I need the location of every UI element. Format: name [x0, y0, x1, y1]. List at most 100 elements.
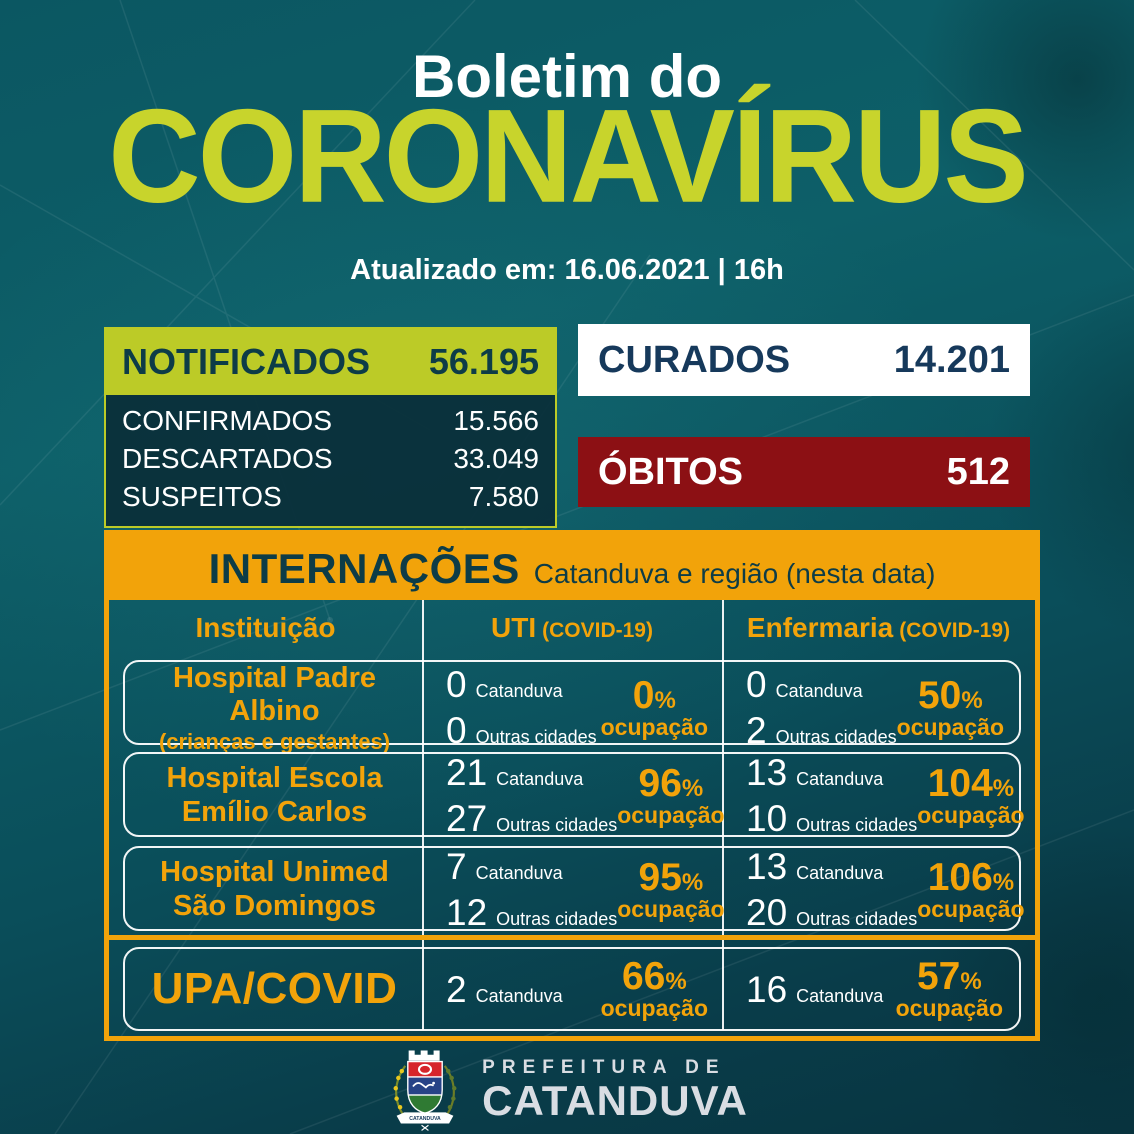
- institution-cell: Hospital Padre Albino (crianças e gestan…: [125, 662, 424, 754]
- updated-timestamp: Atualizado em: 16.06.2021 | 16h: [350, 254, 784, 286]
- table-row-hospital-escola-emilio-carlos: Hospital Escola Emílio Carlos 21 Catanduv…: [123, 752, 1025, 839]
- percent-sign: %: [681, 868, 704, 896]
- occupancy-value: 0: [632, 674, 655, 718]
- institution-name: UPA/COVID: [151, 963, 398, 1013]
- uti-catanduva-count: 7: [446, 846, 467, 887]
- internacoes-table: INTERNAÇÕES Catanduva e região (nesta da…: [104, 530, 1040, 1041]
- institution-cell: Hospital Escola Emílio Carlos: [125, 754, 424, 837]
- uti-cell: 0 Catanduva 0 Outras cidades 0% ocupação: [424, 662, 724, 754]
- occupancy-value: 50: [917, 674, 962, 718]
- footer-org-line1: PREFEITURA DE: [482, 1056, 726, 1078]
- column-header-sublabel: (COVID-19): [899, 619, 1011, 642]
- uti-outras-count: 12: [446, 892, 488, 933]
- catanduva-label: Catanduva: [796, 769, 884, 789]
- occupancy-label: ocupação: [917, 801, 1025, 828]
- institution-cell: Hospital Unimed São Domingos: [125, 848, 424, 931]
- catanduva-label: Catanduva: [796, 985, 884, 1006]
- uti-occupancy: 66% ocupação: [601, 957, 708, 1020]
- enfermaria-cell: 13 Catanduva 20 Outras cidades 106% ocupaç…: [724, 848, 1041, 931]
- occupancy-value: 104: [927, 761, 993, 805]
- enf-catanduva-count: 13: [746, 846, 788, 887]
- notificados-value: 56.195: [428, 341, 539, 382]
- institution-subname: (crianças e gestantes): [158, 728, 391, 754]
- percent-sign: %: [992, 774, 1015, 802]
- occupancy-value: 106: [927, 855, 993, 899]
- outras-label: Outras cidades: [496, 909, 618, 929]
- enf-occupancy: 57% ocupação: [896, 957, 1003, 1020]
- column-divider: [722, 600, 724, 1030]
- uti-occupancy: 95% ocupação: [617, 858, 724, 921]
- percent-sign: %: [992, 868, 1015, 896]
- enfermaria-cell: 0 Catanduva 2 Outras cidades 50% ocupação: [724, 662, 1020, 754]
- column-divider: [422, 600, 424, 1030]
- uti-outras-count: 0: [446, 710, 467, 752]
- suspeitos-label: SUSPEITOS: [122, 481, 282, 512]
- enf-occupancy: 106% ocupação: [917, 858, 1024, 921]
- catanduva-coat-of-arms-icon: CATANDUVA: [393, 1050, 457, 1131]
- column-header-label: Instituição: [195, 612, 336, 643]
- catanduva-label: Catanduva: [475, 985, 563, 1006]
- suspeitos-value: 7.580: [468, 481, 539, 512]
- footer-org-name: PREFEITURA DE CATANDUVA: [482, 1057, 748, 1123]
- enf-outras-count: 2: [746, 710, 767, 752]
- table-column-headers: Instituição UTI (COVID-19) Enfermaria (COV…: [109, 600, 1035, 656]
- catanduva-label: Catanduva: [475, 681, 563, 702]
- occupancy-label: ocupação: [917, 895, 1025, 922]
- obitos-value: 512: [946, 450, 1010, 493]
- percent-sign: %: [681, 774, 704, 802]
- enf-catanduva-count: 16: [746, 968, 788, 1010]
- descartados-value: 33.049: [453, 443, 539, 474]
- obitos-box: ÓBITOS 512: [578, 437, 1030, 507]
- occupancy-label: ocupação: [896, 714, 1005, 741]
- crest-banner-text: CATANDUVA: [409, 1116, 441, 1122]
- uti-catanduva-count: 0: [446, 664, 467, 706]
- outras-label: Outras cidades: [775, 727, 897, 748]
- catanduva-label: Catanduva: [775, 681, 863, 702]
- uti-catanduva-count: 21: [446, 752, 488, 793]
- occupancy-value: 95: [638, 855, 682, 899]
- institution-name: Emílio Carlos: [181, 795, 368, 828]
- institution-name: São Domingos: [172, 889, 376, 922]
- institution-name: Hospital Escola: [166, 762, 383, 795]
- column-header-instituicao: Instituição: [109, 612, 422, 644]
- percent-sign: %: [665, 968, 687, 996]
- curados-value: 14.201: [893, 338, 1010, 381]
- enf-occupancy: 104% ocupação: [917, 764, 1024, 827]
- uti-catanduva-count: 2: [446, 968, 467, 1010]
- occupancy-label: ocupação: [895, 995, 1003, 1022]
- column-header-uti: UTI (COVID-19): [422, 612, 722, 644]
- percent-sign: %: [961, 687, 983, 715]
- catanduva-label: Catanduva: [496, 769, 584, 789]
- internacoes-header: INTERNAÇÕES Catanduva e região (nesta da…: [109, 535, 1035, 600]
- bulletin-supertitle: Boletim do: [412, 43, 722, 110]
- notificados-label: NOTIFICADOS: [122, 341, 370, 382]
- uti-occupancy: 0% ocupação: [601, 676, 708, 739]
- notificados-box: NOTIFICADOS 56.195 CONFIRMADOS 15.566 DE…: [104, 327, 557, 528]
- table-row-hospital-unimed-sao-domingos: Hospital Unimed São Domingos 7 Catanduva …: [123, 846, 1025, 933]
- table-row-hospital-padre-albino: Hospital Padre Albino (crianças e gestan…: [123, 660, 1021, 754]
- occupancy-value: 96: [638, 761, 682, 805]
- obitos-label: ÓBITOS: [598, 450, 743, 493]
- institution-name: Hospital Padre Albino: [172, 662, 377, 728]
- footer-org-line2: CATANDUVA: [482, 1076, 748, 1124]
- outras-label: Outras cidades: [796, 815, 918, 835]
- institution-name: Hospital Unimed: [160, 856, 389, 889]
- uti-occupancy: 96% ocupação: [617, 764, 724, 827]
- percent-sign: %: [960, 968, 982, 996]
- internacoes-subtitle: Catanduva e região (nesta data): [533, 558, 936, 589]
- occupancy-value: 57: [916, 955, 961, 999]
- upa-section-divider: [104, 935, 1040, 940]
- enf-occupancy: 50% ocupação: [897, 676, 1004, 739]
- uti-cell: 2 Catanduva 66% ocupação: [424, 949, 724, 1029]
- confirmados-label: CONFIRMADOS: [122, 405, 332, 436]
- outras-label: Outras cidades: [475, 727, 597, 748]
- occupancy-label: ocupação: [617, 895, 725, 922]
- column-header-sublabel: (COVID-19): [542, 619, 653, 642]
- breakdown-row-suspeitos: SUSPEITOS 7.580: [122, 478, 539, 516]
- uti-cell: 21 Catanduva 27 Outras cidades 96% ocupaçã…: [424, 752, 725, 839]
- enf-outras-count: 10: [746, 798, 788, 839]
- uti-outras-count: 27: [446, 798, 488, 839]
- footer: CATANDUVA PREFEITURA DE CATANDUVA: [0, 1046, 1134, 1134]
- occupancy-value: 66: [621, 955, 666, 999]
